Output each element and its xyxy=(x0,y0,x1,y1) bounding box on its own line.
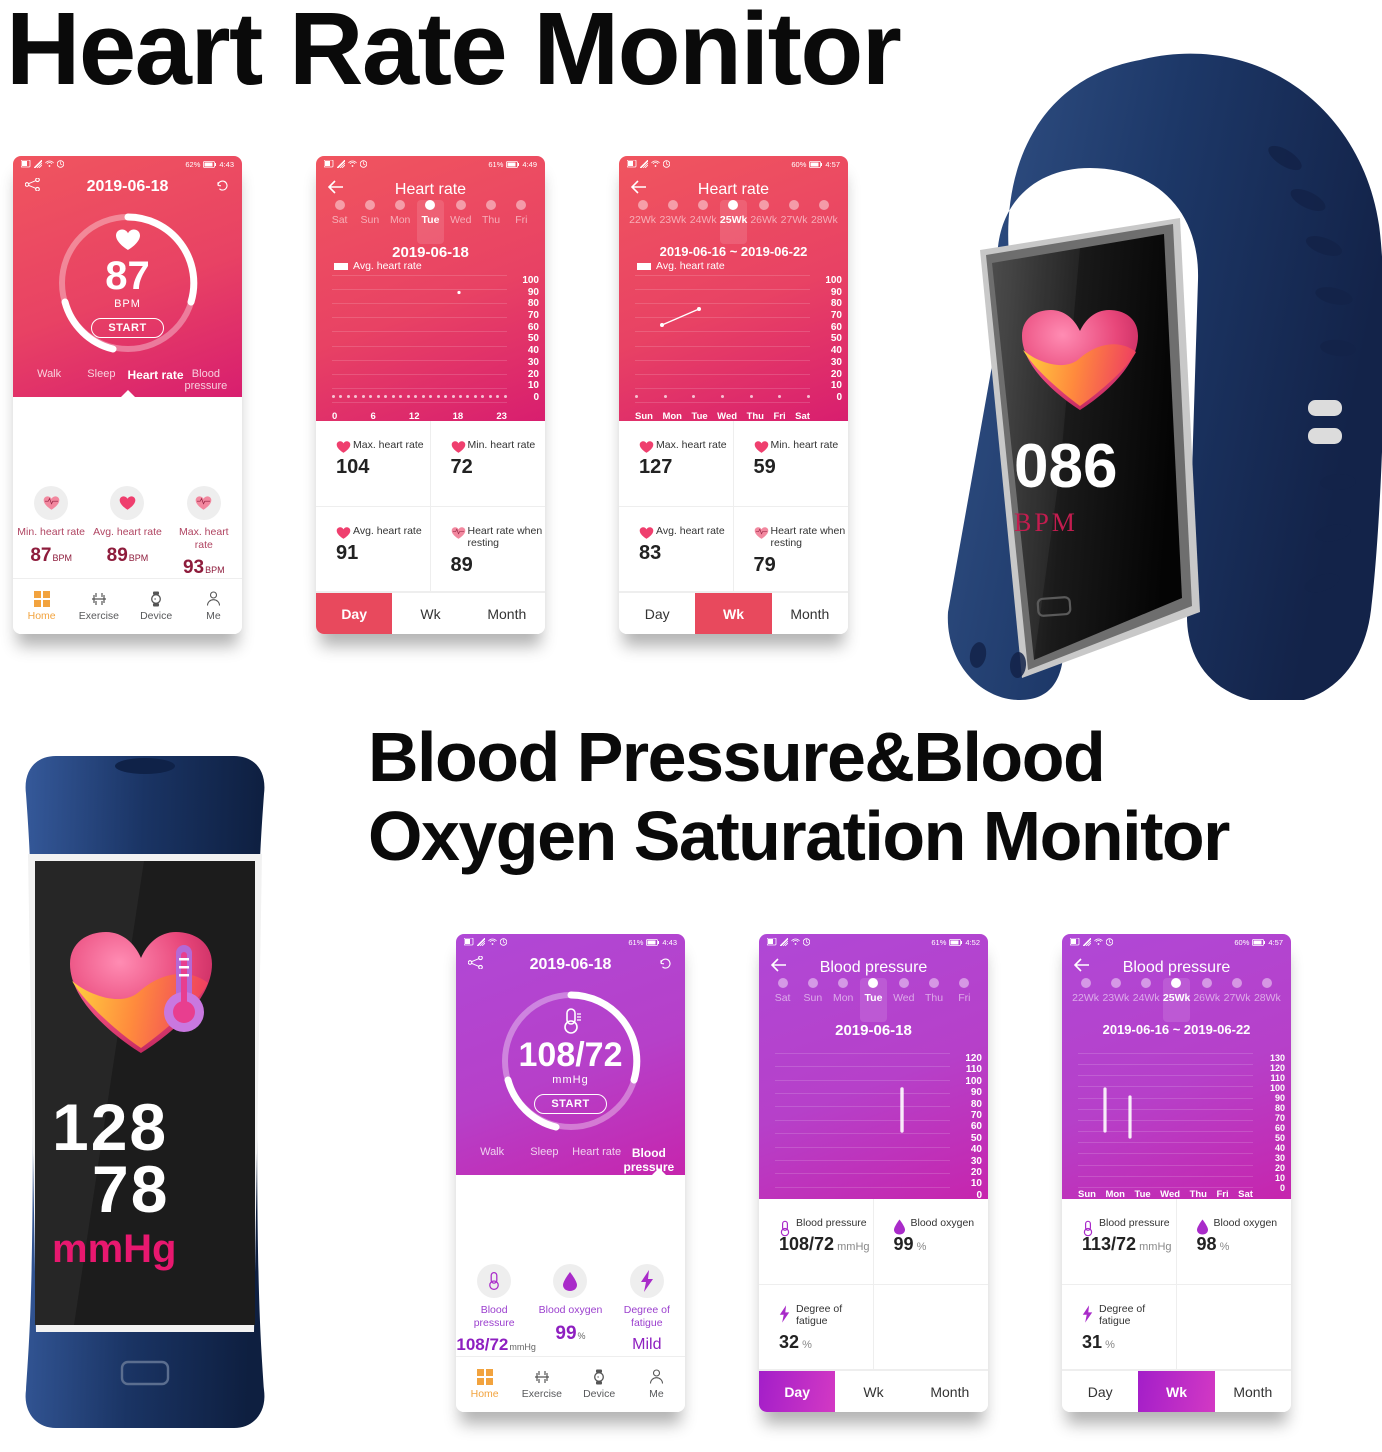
svg-text:086: 086 xyxy=(1014,432,1117,501)
svg-text:BPM: BPM xyxy=(1014,508,1078,537)
svg-text:mmHg: mmHg xyxy=(52,1227,176,1271)
svg-text:78: 78 xyxy=(92,1152,169,1226)
